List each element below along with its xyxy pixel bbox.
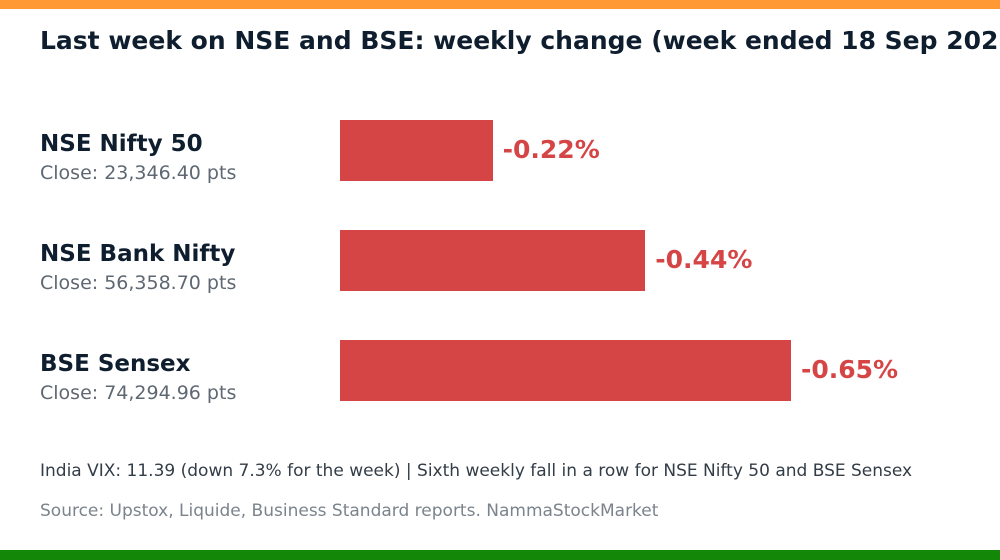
chart-title: Last week on NSE and BSE: weekly change … bbox=[40, 26, 1000, 55]
bar-value-label: -0.22% bbox=[502, 135, 600, 164]
bottom-accent-stripe bbox=[0, 550, 1000, 560]
close-value: Close: 23,346.40 pts bbox=[40, 162, 237, 184]
category-label-group: NSE Nifty 50 Close: 23,346.40 pts bbox=[40, 130, 236, 186]
footnote: India VIX: 11.39 (down 7.3% for the week… bbox=[40, 461, 913, 481]
category-label: BSE Sensex bbox=[40, 351, 191, 377]
bar-value-label: -0.65% bbox=[801, 355, 899, 384]
category-label: NSE Nifty 50 bbox=[40, 131, 203, 157]
bar bbox=[340, 340, 791, 401]
source-note: Source: Upstox, Liquide, Business Standa… bbox=[40, 501, 659, 521]
close-value: Close: 74,294.96 pts bbox=[40, 382, 237, 404]
close-value: Close: 56,358.70 pts bbox=[40, 272, 237, 294]
bar-value-label: -0.44% bbox=[655, 245, 753, 274]
bar bbox=[340, 120, 493, 181]
category-label-group: NSE Bank Nifty Close: 56,358.70 pts bbox=[40, 240, 236, 296]
bar bbox=[340, 230, 646, 291]
category-label: NSE Bank Nifty bbox=[40, 241, 236, 267]
category-label-group: BSE Sensex Close: 74,294.96 pts bbox=[40, 350, 236, 406]
top-accent-stripe bbox=[0, 0, 1000, 9]
